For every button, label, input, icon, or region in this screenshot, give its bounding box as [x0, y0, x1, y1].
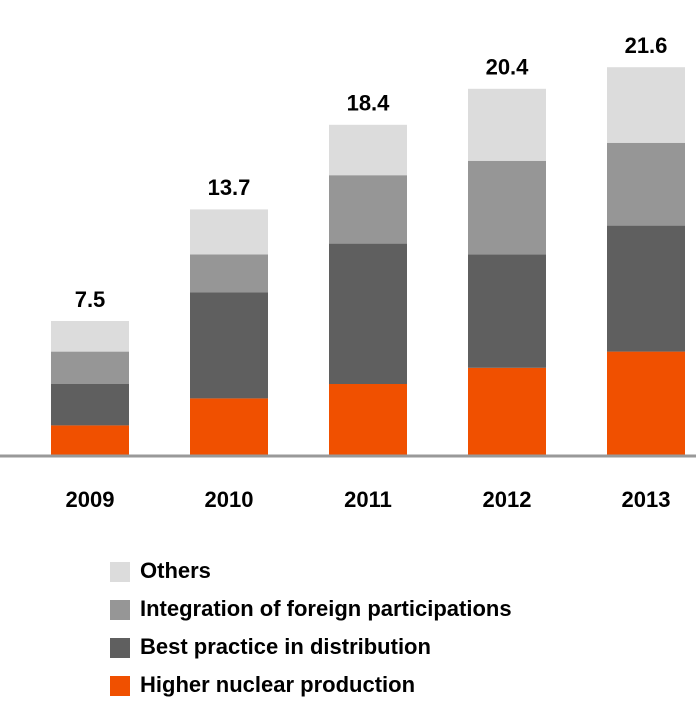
bar-segment	[607, 225, 685, 352]
bar-segment	[51, 351, 129, 384]
bar-segment	[329, 243, 407, 384]
legend-swatch	[110, 562, 130, 582]
legend-label: Higher nuclear production	[140, 672, 415, 697]
bar-segment	[468, 160, 546, 255]
legend-label: Others	[140, 558, 211, 583]
bar-segment	[190, 292, 268, 399]
bar-segment	[190, 398, 268, 456]
legend-swatch	[110, 638, 130, 658]
legend-label: Best practice in distribution	[140, 634, 431, 659]
bar-segment	[51, 384, 129, 426]
bar-segment	[190, 254, 268, 293]
legend-swatch	[110, 600, 130, 620]
bar-segment	[607, 142, 685, 226]
total-label: 18.4	[347, 91, 391, 116]
x-tick-label: 2013	[622, 487, 671, 512]
bar-segment	[51, 321, 129, 352]
bar-segment	[329, 124, 407, 176]
x-tick-label: 2010	[205, 487, 254, 512]
total-label: 13.7	[208, 175, 251, 200]
bar-segment	[468, 254, 546, 368]
bar-segment	[329, 384, 407, 456]
total-label: 7.5	[75, 287, 106, 312]
total-label: 21.6	[625, 33, 668, 58]
bar-segment	[468, 88, 546, 161]
legend-label: Integration of foreign participations	[140, 596, 512, 621]
bar-segment	[51, 425, 129, 456]
x-tick-label: 2011	[344, 487, 392, 512]
total-label: 20.4	[486, 55, 530, 80]
bar-segment	[329, 175, 407, 244]
bar-segment	[607, 351, 685, 456]
bar-segment	[190, 209, 268, 255]
bar-segment	[607, 67, 685, 143]
x-tick-label: 2009	[66, 487, 115, 512]
bar-segment	[468, 367, 546, 456]
legend-swatch	[110, 676, 130, 696]
x-tick-label: 2012	[483, 487, 532, 512]
